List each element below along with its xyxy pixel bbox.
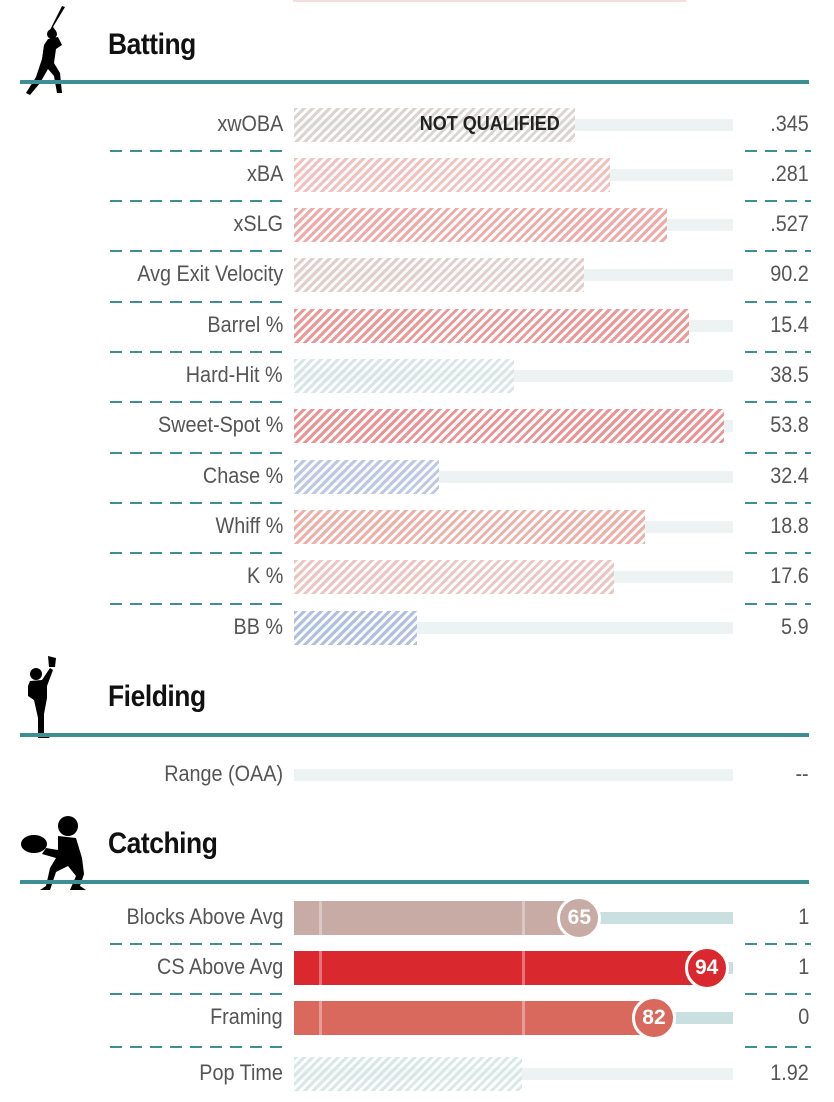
row-separator <box>110 301 285 303</box>
row-separator <box>110 250 285 252</box>
bar-gridline <box>522 951 525 985</box>
metric-value: 90.2 <box>770 261 809 286</box>
bar-gridline <box>319 901 322 935</box>
metric-label: BB % <box>233 614 283 639</box>
metric-label: Framing <box>210 1004 283 1029</box>
metric-label: xwOBA <box>216 111 283 136</box>
percentile-bar[interactable] <box>294 108 575 142</box>
metric-value: 15.4 <box>770 312 809 337</box>
metric-value: .527 <box>770 211 809 236</box>
section-title: Catching <box>108 827 218 860</box>
catcher-silhouette-icon <box>20 812 95 897</box>
row-separator <box>745 502 811 504</box>
metric-label: Avg Exit Velocity <box>136 261 283 286</box>
bar-gridline <box>522 1001 525 1035</box>
row-separator <box>745 200 811 202</box>
row-separator <box>745 452 811 454</box>
bar-gridline <box>319 951 322 985</box>
percentile-bar[interactable] <box>294 611 417 645</box>
percentile-bar[interactable] <box>294 560 615 594</box>
metric-label: Whiff % <box>215 513 283 538</box>
metric-value: 17.6 <box>770 563 809 588</box>
metric-value: 0 <box>797 1004 809 1029</box>
row-separator <box>745 351 811 353</box>
metric-label: Chase % <box>202 463 283 488</box>
metric-value: 1 <box>797 954 809 979</box>
percentile-badge: 82 <box>631 996 676 1040</box>
row-separator <box>745 301 811 303</box>
percentile-track <box>294 769 733 781</box>
not-qualified-label: NOT QUALIFIED <box>419 113 560 135</box>
metric-value: 32.4 <box>770 463 809 488</box>
metric-value: .281 <box>770 161 809 186</box>
row-separator <box>745 943 811 945</box>
row-separator <box>745 150 811 152</box>
row-separator <box>745 552 811 554</box>
row-separator <box>110 603 285 605</box>
row-separator <box>110 993 285 995</box>
percentile-badge: 65 <box>557 896 602 940</box>
percentile-bar[interactable] <box>294 1057 523 1091</box>
metric-value: .345 <box>770 111 809 136</box>
metric-value: -- <box>795 761 809 786</box>
percentile-bar[interactable] <box>294 901 580 935</box>
metric-label: Blocks Above Avg <box>125 904 283 929</box>
metric-label: Pop Time <box>199 1060 283 1085</box>
section-divider <box>20 733 809 737</box>
row-separator <box>110 452 285 454</box>
row-separator <box>110 150 285 152</box>
row-separator <box>110 200 285 202</box>
metric-label: xSLG <box>233 211 283 236</box>
bar-gridline <box>522 901 525 935</box>
section-divider <box>20 880 809 884</box>
row-separator <box>745 1046 811 1048</box>
metric-label: Sweet-Spot % <box>157 412 283 437</box>
row-separator <box>110 401 285 403</box>
metric-label: Hard-Hit % <box>186 362 283 387</box>
percentile-bar[interactable] <box>294 309 690 343</box>
row-separator <box>745 993 811 995</box>
percentile-bar[interactable] <box>294 208 668 242</box>
previous-bar-remnant <box>293 0 686 2</box>
row-separator <box>110 351 285 353</box>
section-title: Fielding <box>108 680 206 713</box>
fielder-silhouette-icon <box>20 656 60 751</box>
metric-value: 38.5 <box>770 362 809 387</box>
percentile-bar[interactable] <box>294 409 725 443</box>
section-title: Batting <box>108 28 196 61</box>
metric-label: CS Above Avg <box>156 954 283 979</box>
bar-gridline <box>319 1001 322 1035</box>
percentile-bar[interactable] <box>294 359 514 393</box>
percentile-bar[interactable] <box>294 158 611 192</box>
percentile-badge: 94 <box>684 946 729 990</box>
row-separator <box>110 552 285 554</box>
metric-value: 5.9 <box>781 614 809 639</box>
percentile-bar[interactable] <box>294 951 707 985</box>
percentile-bar[interactable] <box>294 1001 654 1035</box>
metric-value: 1.92 <box>770 1060 809 1085</box>
batter-silhouette-icon <box>20 6 90 101</box>
metric-label: Range (OAA) <box>164 761 283 786</box>
percentile-bar[interactable] <box>294 258 584 292</box>
metric-label: K % <box>246 563 283 588</box>
metric-label: xBA <box>246 161 283 186</box>
percentile-bar[interactable] <box>294 460 439 494</box>
row-separator <box>745 250 811 252</box>
row-separator <box>745 401 811 403</box>
row-separator <box>110 943 285 945</box>
percentile-bar[interactable] <box>294 510 646 544</box>
metric-value: 1 <box>797 904 809 929</box>
metric-value: 18.8 <box>770 513 809 538</box>
metric-value: 53.8 <box>770 412 809 437</box>
section-divider <box>20 80 809 84</box>
row-separator <box>110 1046 285 1048</box>
row-separator <box>745 603 811 605</box>
metric-label: Barrel % <box>207 312 283 337</box>
row-separator <box>110 502 285 504</box>
